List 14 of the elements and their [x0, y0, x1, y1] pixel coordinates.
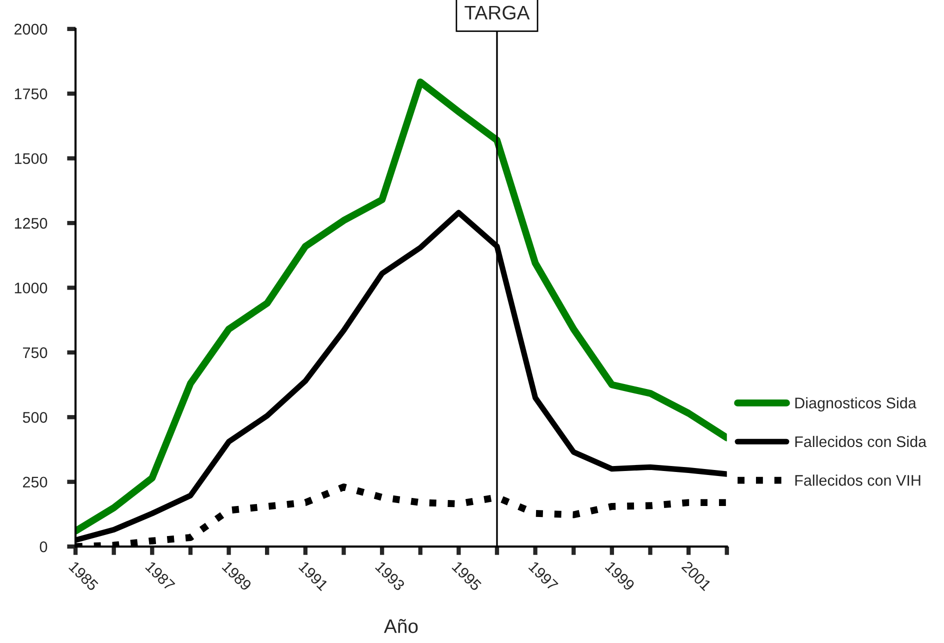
y-tick-label: 1750: [14, 88, 48, 100]
y-tick-label: 2000: [14, 24, 48, 35]
legend-label: Diagnosticos Sida: [795, 397, 916, 412]
y-tick-label: 1000: [14, 282, 48, 294]
y-tick-label: 1250: [14, 218, 48, 229]
y-tick-label: 250: [23, 476, 48, 488]
y-tick-label: 0: [40, 541, 48, 552]
y-tick-label: 500: [22, 412, 48, 423]
y-tick-label: 750: [23, 347, 48, 358]
legend-label: Fallecidos con Sida: [795, 436, 927, 448]
legend-label: Fallecidos con VIH: [795, 474, 920, 486]
y-tick-label: 1500: [14, 153, 48, 164]
x-axis-title: Año: [384, 618, 418, 634]
ref-line-label: TARGA: [464, 6, 530, 20]
